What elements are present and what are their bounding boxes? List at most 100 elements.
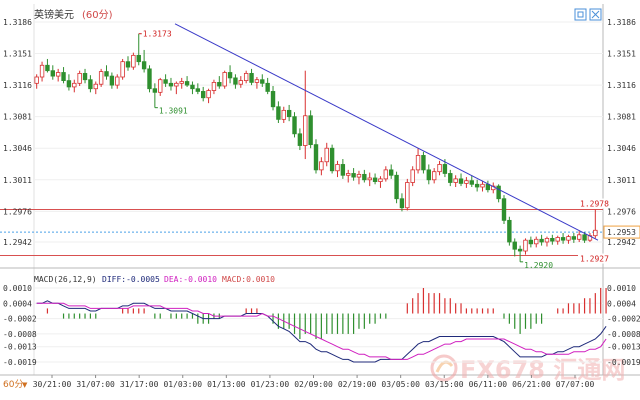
- macd-diff-value: DIFF:-0.0005: [102, 275, 160, 284]
- candle-body: [372, 177, 378, 182]
- candle-body: [55, 72, 61, 77]
- price-axis: 1.3186 1.3186 1.3151 1.3151 1.3116 1.3116 1.30…: [3, 18, 636, 247]
- price-tick-right: 1.3081: [607, 113, 636, 122]
- candle-body: [66, 80, 72, 88]
- high-annotation: 1.3173: [143, 30, 172, 39]
- macd-histogram: [46, 288, 607, 340]
- time-tick-label: 30/21:00: [33, 380, 72, 389]
- watermark: FX678 汇通网: [430, 354, 625, 384]
- trendline: [174, 23, 599, 241]
- candle-body: [367, 177, 372, 181]
- price-tick-right: 1.3186: [607, 18, 636, 27]
- candle-body: [34, 76, 39, 84]
- level-label-bg: [578, 198, 604, 209]
- candle-body: [335, 164, 340, 172]
- candle-body: [512, 241, 517, 250]
- time-tick-label: 07/07:00: [556, 380, 595, 389]
- candle-body: [163, 79, 168, 84]
- candle-body: [131, 54, 136, 68]
- candle-body: [560, 237, 566, 241]
- candle-body: [104, 71, 109, 77]
- macd-tick-left: -0.0008: [3, 330, 37, 339]
- candle-body: [421, 155, 426, 171]
- price-tick-right: 1.2976: [607, 207, 636, 216]
- price-tick-left: 1.3046: [3, 144, 32, 153]
- candle-body: [303, 115, 308, 146]
- annotations: 1.3173 1.3091 1.2920: [138, 30, 553, 270]
- macd-tick-left: -0.0002: [3, 315, 37, 324]
- candle-body: [442, 164, 448, 174]
- candle-body: [426, 169, 431, 181]
- candle-body: [179, 81, 184, 84]
- candle-body: [238, 80, 243, 85]
- low-annotation: 1.3091: [159, 107, 188, 116]
- candle-body: [356, 173, 362, 178]
- candle-body: [582, 234, 587, 241]
- candle-body: [496, 185, 501, 200]
- macd-dea-value: DEA:-0.0010: [164, 275, 217, 284]
- candle-body: [313, 144, 319, 171]
- candle-body: [254, 79, 260, 83]
- watermark-text: FX678 汇通网: [460, 356, 625, 384]
- level-label-bg: [578, 253, 604, 264]
- time-tick-label: 01/13:00: [207, 380, 246, 389]
- candle-body: [544, 237, 550, 243]
- timeframe-dropdown-icon[interactable]: ▼: [22, 381, 28, 389]
- price-tick-right: 1.3046: [607, 144, 636, 153]
- candle-body: [394, 174, 399, 200]
- price-tick-left: 1.3081: [3, 113, 32, 122]
- candle-body: [340, 164, 346, 176]
- candle-body: [329, 147, 335, 172]
- candle-body: [39, 64, 45, 78]
- candle-body: [233, 77, 238, 85]
- candle-body: [571, 236, 577, 240]
- level-label: 1.2927: [580, 255, 609, 264]
- candle-body: [319, 161, 324, 171]
- candle-body: [539, 238, 544, 243]
- candle-body: [292, 116, 297, 135]
- candle-body: [141, 61, 147, 70]
- time-tick-label: 06/21:00: [512, 380, 551, 389]
- dea-line: [36, 302, 607, 360]
- macd-tick-left: -0.0019: [3, 358, 37, 367]
- candle-body: [195, 88, 201, 92]
- current-price-box: [603, 225, 640, 239]
- macd-hist-value: MACD:0.0010: [222, 275, 275, 284]
- current-price-label: 1.2953: [607, 228, 636, 237]
- time-tick-label: 01/23:00: [251, 380, 290, 389]
- candle-body: [152, 88, 158, 93]
- candle-body: [593, 229, 598, 237]
- candle-body: [125, 61, 131, 68]
- time-tick-label: 31/07:00: [76, 380, 115, 389]
- restore-icon[interactable]: [574, 8, 587, 21]
- candle-body: [405, 182, 410, 209]
- price-tick-left: 1.3116: [3, 81, 32, 90]
- chart-title: 英镑美元: [34, 8, 74, 21]
- macd-params: MACD(26,12,9): [34, 275, 97, 284]
- candle-body: [507, 219, 512, 243]
- candle-body: [415, 155, 421, 171]
- macd-tick-right: 0.0010: [607, 284, 636, 293]
- candle-body: [200, 91, 206, 99]
- candle-body: [61, 72, 66, 82]
- time-tick-label: 31/17:00: [120, 380, 159, 389]
- footer-timeframe: 60分: [3, 379, 23, 390]
- candle-body: [281, 109, 286, 120]
- price-tick-left: 1.3151: [3, 50, 32, 59]
- macd-tick-left: 0.0004: [3, 299, 32, 308]
- candle-body: [464, 180, 469, 184]
- close-icon[interactable]: [589, 8, 602, 21]
- candle-body: [286, 109, 292, 118]
- candle-body: [437, 164, 442, 173]
- price-tick-right: 1.3011: [607, 176, 636, 185]
- candle-body: [410, 169, 415, 183]
- candle-body: [93, 83, 98, 90]
- level-label: 1.2978: [580, 200, 609, 209]
- candle-body: [184, 81, 190, 86]
- candle-body: [77, 72, 82, 84]
- candle-body: [351, 173, 356, 178]
- candle-body: [50, 70, 55, 77]
